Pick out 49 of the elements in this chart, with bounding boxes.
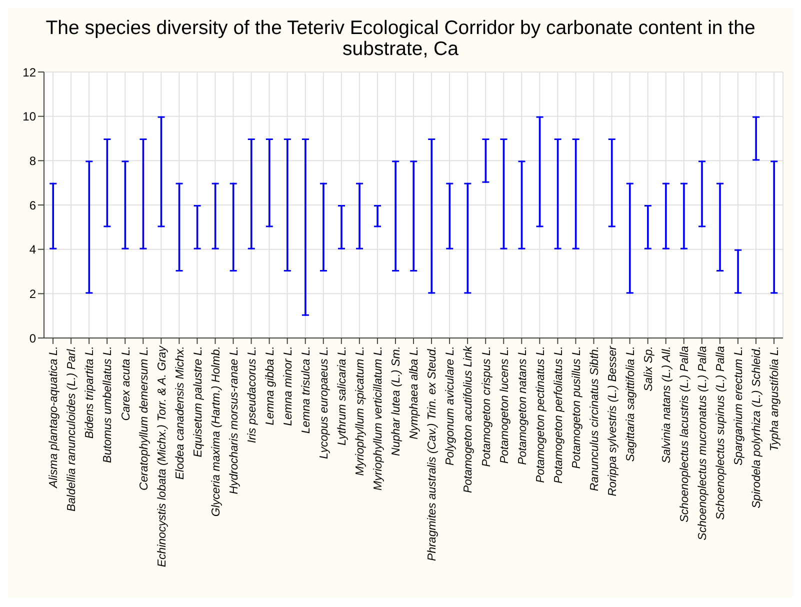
x-tick-label: Potamogeton perfoliatus L. bbox=[552, 346, 565, 484]
x-tick-label: Spirodela polyrhiza (L.) Schleid. bbox=[751, 346, 764, 508]
x-tick-label: Schoenoplectus lacustris (L.) Palla bbox=[679, 346, 692, 522]
x-tick-label: Potamogeton natans L. bbox=[516, 346, 529, 465]
x-tick-label: Potamogeton crispus L. bbox=[480, 346, 493, 467]
x-tick-label: Equisetum palustre L. bbox=[192, 346, 204, 458]
x-tick-label: Potamogeton acutifolius Link bbox=[462, 344, 475, 494]
x-tick-label: Rorippa sylvestris (L.) Besser bbox=[606, 344, 619, 496]
x-tick-label: Schoenoplectus supinus (L.) Palla bbox=[715, 346, 728, 520]
y-tick-label: 10 bbox=[22, 110, 36, 124]
x-tick-label: Bidens tripartita L. bbox=[84, 346, 96, 439]
x-tick-label: Carex acuta L. bbox=[120, 346, 132, 421]
x-tick-label: Glyceria maxima (Hartm.) Holmb. bbox=[210, 346, 222, 517]
y-tick-label: 4 bbox=[29, 242, 36, 257]
x-tick-label: Schoenoplectus mucronatus (L.) Palla bbox=[697, 346, 710, 540]
x-tick-label: Ranunculus circinatus Sibth. bbox=[588, 346, 601, 492]
y-tick-label: 6 bbox=[29, 198, 36, 212]
x-tick-label: Potamogeton pectinatus L. bbox=[534, 346, 547, 483]
x-tick-label: Ceratophyllum demersum L. bbox=[138, 346, 150, 490]
x-tick-label: Potamogeton pusillus L. bbox=[570, 346, 583, 469]
x-tick-label: Sagittaria sagittifolia L. bbox=[624, 346, 637, 462]
x-tick-label: Elodea canadensis Michx. bbox=[174, 346, 186, 480]
y-tick-label: 0 bbox=[29, 331, 36, 346]
x-tick-label: Lythrum salicaria L. bbox=[336, 346, 349, 446]
chart-title: The species diversity of the Teteriv Ecological Corridor by carbonate content in the substrate, Ca bbox=[44, 16, 756, 62]
x-tick-label: Phragmites australis (Cav.) Trin. ex Steud. bbox=[426, 346, 439, 561]
x-tick-label: Nuphar lutea (L.) Sm. bbox=[390, 346, 403, 456]
x-tick-label: Lemna trisulca L. bbox=[300, 346, 313, 434]
x-tick-label: Polygonum aviculare L. bbox=[444, 346, 457, 466]
x-tick-label: Nymphaea alba L. bbox=[408, 346, 421, 440]
x-tick-label: Typha angustifolia L. bbox=[769, 346, 782, 452]
x-tick-label: Myriophyllum verticillatum L. bbox=[372, 346, 385, 490]
x-tick-label: Baldellia ranunculoides (L.) Parl. bbox=[66, 346, 78, 512]
x-tick-label: Salix Sp. bbox=[642, 346, 655, 392]
x-tick-label: Potamogeton lucens L. bbox=[498, 346, 511, 464]
x-tick-label: Hydrocharis morsus-ranae L. bbox=[228, 346, 240, 494]
x-tick-label: Lycopus europaeus L. bbox=[318, 346, 331, 459]
x-tick-label: Echinocystis lobata (Michx.) Torr. & A. Gray bbox=[156, 344, 168, 568]
x-tick-label: Lemna minor L. bbox=[282, 346, 294, 426]
y-tick-label: 2 bbox=[29, 286, 36, 301]
y-tick-label: 8 bbox=[29, 154, 36, 168]
y-tick-label: 12 bbox=[22, 65, 36, 80]
x-tick-label: Lemna gibba L. bbox=[264, 346, 276, 426]
x-tick-label: Salvinia natans (L.) All. bbox=[661, 346, 674, 464]
x-tick-label: Myriophyllum spicatum L. bbox=[354, 346, 367, 476]
x-tick-label: Butomus umbellatus L. bbox=[102, 346, 114, 463]
x-tick-label: Alisma plantago-aquatica L. bbox=[48, 346, 60, 489]
x-tick-label: Iris pseudacorus L. bbox=[246, 346, 258, 444]
x-tick-label: Sparganium erectum L. bbox=[733, 346, 746, 466]
